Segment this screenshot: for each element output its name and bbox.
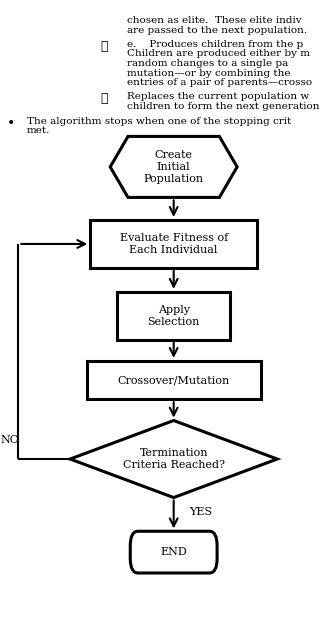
Text: are passed to the next population.: are passed to the next population. [127, 26, 307, 35]
Polygon shape [110, 137, 237, 198]
Text: NO: NO [1, 435, 19, 445]
Text: ➤: ➤ [100, 40, 108, 53]
FancyBboxPatch shape [117, 291, 230, 340]
Text: children to form the next generation: children to form the next generation [127, 102, 319, 111]
Text: Replaces the current population w: Replaces the current population w [127, 92, 309, 101]
FancyBboxPatch shape [90, 220, 257, 268]
Text: Evaluate Fitness of
Each Individual: Evaluate Fitness of Each Individual [120, 233, 228, 255]
Text: met.: met. [27, 126, 50, 135]
Text: random changes to a single pa: random changes to a single pa [127, 59, 288, 68]
FancyBboxPatch shape [130, 532, 217, 573]
Text: END: END [160, 547, 187, 557]
Text: mutation—or by combining the: mutation—or by combining the [127, 69, 291, 78]
Text: YES: YES [189, 507, 212, 517]
Text: •: • [7, 117, 15, 131]
Text: Children are produced either by m: Children are produced either by m [127, 49, 310, 58]
Polygon shape [70, 421, 277, 498]
Text: e.    Produces children from the p: e. Produces children from the p [127, 40, 303, 49]
Text: ➤: ➤ [100, 92, 108, 105]
Text: chosen as elite.  These elite indiv: chosen as elite. These elite indiv [127, 16, 302, 25]
Text: Apply
Selection: Apply Selection [148, 305, 200, 327]
Text: entries of a pair of parents—crosso: entries of a pair of parents—crosso [127, 78, 312, 87]
Text: Termination
Criteria Reached?: Termination Criteria Reached? [123, 448, 225, 470]
FancyBboxPatch shape [87, 361, 261, 399]
Text: Crossover/Mutation: Crossover/Mutation [118, 375, 230, 385]
Text: The algorithm stops when one of the stopping crit: The algorithm stops when one of the stop… [27, 117, 291, 126]
Text: Create
Initial
Population: Create Initial Population [144, 150, 204, 184]
